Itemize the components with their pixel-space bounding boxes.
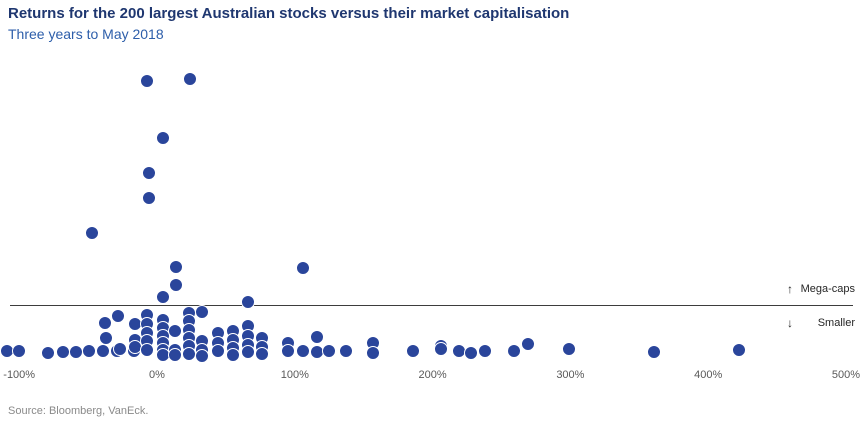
data-point xyxy=(562,342,577,357)
data-point xyxy=(99,331,113,345)
data-point xyxy=(731,343,746,357)
chart-title: Returns for the 200 largest Australian s… xyxy=(8,5,570,22)
data-point xyxy=(41,346,56,360)
down-arrow-icon: ↓ xyxy=(787,316,793,330)
data-point xyxy=(155,130,170,145)
data-point xyxy=(406,343,421,358)
data-point xyxy=(433,342,448,357)
data-point xyxy=(225,348,240,363)
data-point xyxy=(155,289,170,304)
data-point xyxy=(506,343,521,358)
x-axis-tick-label: 400% xyxy=(694,369,723,381)
data-point xyxy=(141,166,156,180)
x-axis-tick-label: 500% xyxy=(831,369,861,381)
data-point xyxy=(140,73,155,88)
data-point xyxy=(366,346,381,360)
data-point xyxy=(296,343,311,358)
mega-caps-annotation: ↑ Mega-caps xyxy=(787,282,855,296)
data-point xyxy=(68,345,83,360)
x-axis-tick-label: -100% xyxy=(3,369,36,381)
data-point xyxy=(195,349,210,363)
x-axis-tick-label: 200% xyxy=(418,369,447,381)
data-point xyxy=(167,324,182,339)
data-point xyxy=(477,343,492,358)
mega-caps-label: Mega-caps xyxy=(800,283,855,295)
chart-subtitle: Three years to May 2018 xyxy=(8,26,164,42)
x-axis-tick-label: 0% xyxy=(149,369,165,381)
data-point xyxy=(240,295,255,309)
data-point xyxy=(210,343,225,358)
data-point xyxy=(254,346,269,361)
data-point xyxy=(111,309,126,324)
data-point xyxy=(464,346,479,360)
up-arrow-icon: ↑ xyxy=(787,282,793,296)
data-point xyxy=(183,72,198,87)
data-point xyxy=(141,190,156,205)
data-point xyxy=(322,343,337,358)
data-point xyxy=(647,345,662,360)
data-point xyxy=(280,343,295,358)
mega-cap-divider-line xyxy=(10,305,853,306)
data-point xyxy=(338,343,353,358)
data-point xyxy=(169,277,184,292)
source-note: Source: Bloomberg, VanEck. xyxy=(8,405,149,417)
data-point xyxy=(140,343,155,357)
data-point xyxy=(112,342,127,357)
x-axis-tick-label: 300% xyxy=(556,369,585,381)
data-point xyxy=(520,337,535,351)
smaller-label: Smaller xyxy=(817,317,855,329)
data-point xyxy=(82,343,97,358)
x-axis-tick-label: 100% xyxy=(280,369,309,381)
smaller-annotation: ↓ Smaller xyxy=(787,316,855,330)
data-point xyxy=(12,343,27,358)
data-point xyxy=(240,345,255,360)
data-point xyxy=(195,304,210,319)
data-point xyxy=(309,330,324,345)
data-point xyxy=(296,261,311,276)
data-point xyxy=(169,259,184,274)
data-point xyxy=(181,346,196,361)
data-point xyxy=(85,226,100,240)
data-point xyxy=(167,348,182,363)
data-point xyxy=(97,316,112,330)
data-point xyxy=(96,343,111,358)
